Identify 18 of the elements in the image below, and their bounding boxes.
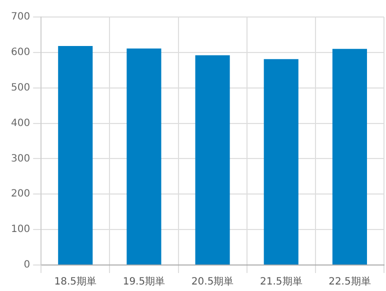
y-tick-label: 100 — [10, 224, 30, 236]
x-tick-label: 21.5期単 — [260, 276, 302, 288]
y-tick-label: 300 — [10, 153, 30, 164]
x-tick-label: 20.5期単 — [191, 276, 234, 288]
bar — [195, 55, 230, 264]
bar — [332, 48, 367, 264]
bar — [264, 59, 298, 264]
bar — [126, 48, 162, 264]
x-tick-label: 22.5期単 — [328, 276, 371, 288]
y-tick-label: 500 — [10, 82, 30, 94]
x-tick-label: 19.5期単 — [122, 276, 166, 288]
y-tick-label: 0 — [24, 260, 30, 271]
y-tick-label: 700 — [10, 12, 30, 23]
x-tick-label: 18.5期単 — [54, 276, 97, 288]
bar — [58, 46, 93, 264]
y-tick-label: 200 — [10, 188, 30, 200]
y-tick-label: 400 — [10, 118, 30, 129]
y-tick-label: 600 — [10, 47, 30, 58]
